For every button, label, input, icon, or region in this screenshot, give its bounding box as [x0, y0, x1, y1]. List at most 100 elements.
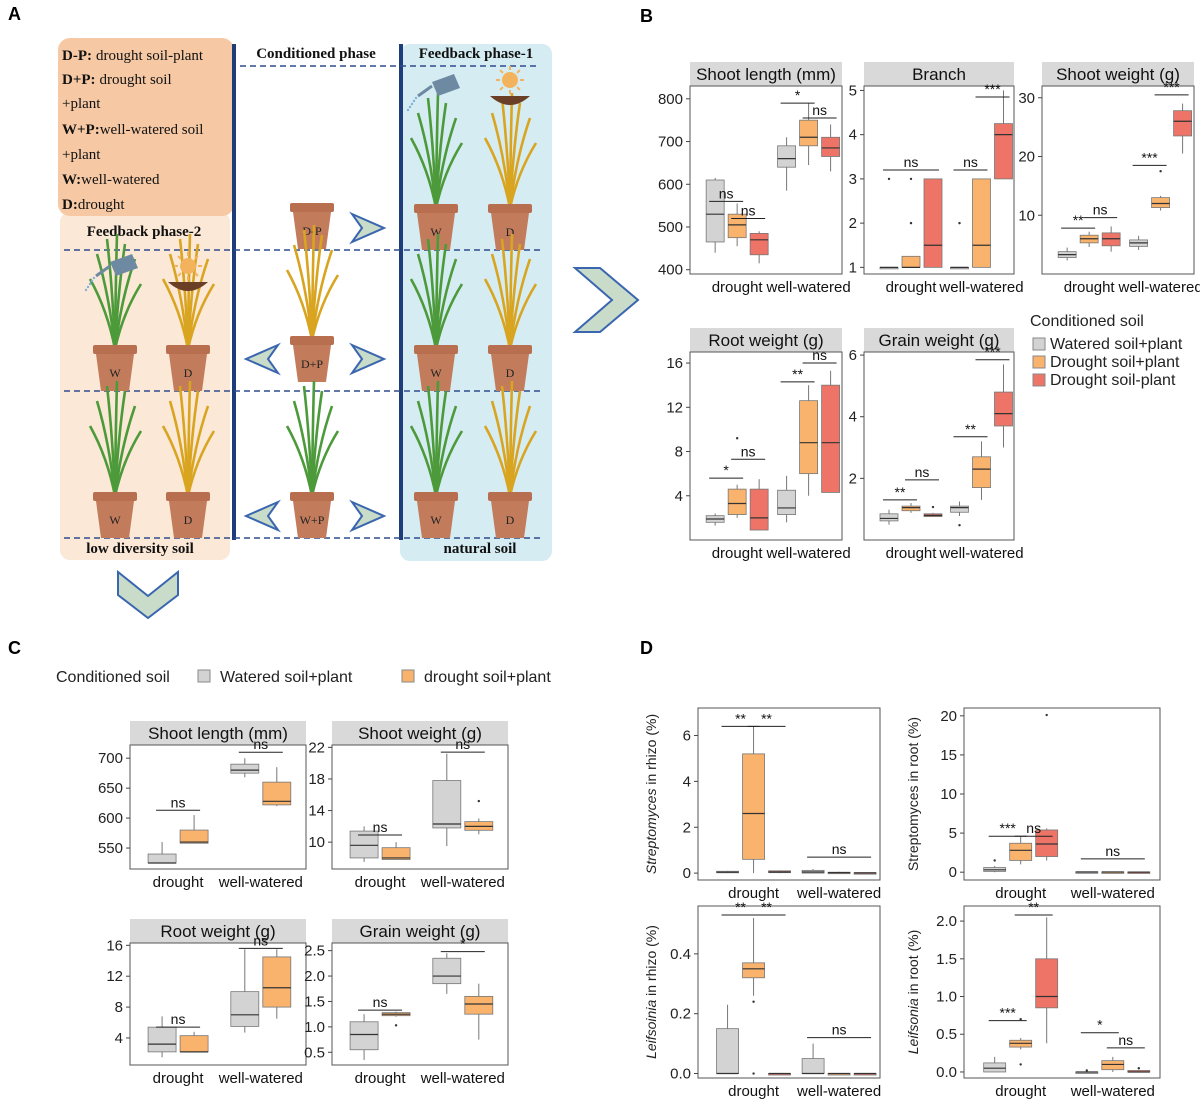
plant-leaf — [483, 137, 512, 209]
y-tick-label: 2.5 — [304, 943, 325, 960]
pot-feedback1-d-3: D — [483, 380, 538, 538]
pot-label: W+P — [300, 513, 325, 527]
y-axis-label: Streptomyces in rhizo (%) — [643, 714, 659, 874]
y-axis-label-taxon: Leifsonia — [905, 998, 921, 1054]
facet-title: Shoot length (mm) — [696, 65, 836, 84]
significance-label: * — [723, 462, 729, 478]
significance-label: ns — [1093, 202, 1108, 218]
significance-label: ns — [1105, 843, 1120, 859]
box-iqr — [777, 489, 796, 515]
x-category-label: drought — [712, 279, 764, 296]
pot-rim — [166, 492, 210, 501]
plant-leaf — [483, 425, 512, 497]
box-iqr — [742, 753, 765, 860]
pot-rim — [488, 204, 532, 213]
outlier-point — [1159, 169, 1162, 173]
chart-d4: 0.0 0.5 1.0 1.5 2.0 Leifsonia in root (%) drou… — [905, 899, 1161, 1100]
box-iqr — [1035, 958, 1059, 1009]
facet-title: Shoot length (mm) — [148, 724, 288, 743]
box-iqr — [923, 178, 943, 268]
plant-feedback2-w — [88, 233, 143, 350]
box-iqr — [777, 145, 796, 168]
plant-leaf — [508, 142, 538, 209]
significance-annotation: ns — [731, 202, 766, 219]
pot-feedback1-d: D — [483, 92, 538, 250]
outlier-point — [958, 524, 961, 527]
significance-label: ns — [904, 154, 919, 170]
box-iqr — [705, 179, 725, 243]
pot-feedback1-w-2: W — [409, 233, 464, 391]
x-category-label: drought — [712, 545, 764, 562]
box-well-watered-0 — [432, 953, 462, 994]
arrow-left-row3 — [243, 499, 281, 533]
plant-feedback2-d — [161, 233, 216, 350]
significance-label: *** — [984, 344, 1001, 360]
pot-label: W — [109, 366, 121, 380]
box-drought-1 — [1009, 837, 1033, 865]
significance-label: ** — [895, 484, 906, 500]
box-drought-1 — [381, 1011, 411, 1027]
plant-leaf — [434, 430, 464, 497]
significance-annotation: ** — [721, 710, 760, 727]
significance-label: *** — [1141, 149, 1158, 165]
sun-ray — [499, 69, 504, 74]
y-axis-label: Leifsoinia in rhizo (%) — [643, 925, 659, 1059]
y-tick-label: 0.0 — [670, 1066, 691, 1083]
chart-b3: Shoot weight (g) 10 20 30 drought well-watere… — [1018, 62, 1200, 296]
significance-annotation: ** — [780, 366, 815, 383]
significance-annotation: ns — [238, 932, 283, 949]
plot-frame — [697, 707, 881, 881]
facet-strip — [690, 62, 842, 86]
watering-can-body — [110, 254, 138, 276]
significance-annotation: ns — [731, 443, 766, 460]
box-well-watered-0 — [432, 753, 462, 847]
water-drop — [414, 96, 418, 100]
chart-b4: Root weight (g) 4 8 12 16 drought well-watered… — [666, 328, 851, 562]
significance-label: ** — [792, 366, 803, 382]
facet-title: Root weight (g) — [160, 922, 275, 941]
box-well-watered-1 — [827, 871, 851, 875]
box-drought-1 — [901, 503, 921, 513]
y-tick-label: 700 — [658, 134, 683, 151]
pot-feedback1-w-3: W — [409, 380, 464, 538]
plant-feedback1-d-3 — [483, 380, 538, 497]
significance-label: ns — [812, 347, 827, 363]
box-drought-2 — [768, 1072, 791, 1076]
plot-frame — [697, 905, 881, 1079]
box-drought-0 — [879, 509, 899, 525]
pot-body — [293, 345, 331, 382]
y-tick-label: 0 — [683, 865, 691, 882]
x-category-label: well-watered — [1117, 279, 1200, 296]
pot-feedback2-d: D — [161, 233, 216, 391]
y-tick-label: 6 — [849, 347, 857, 364]
pot-feedback1-w: W — [409, 92, 464, 250]
y-tick-label: 3 — [849, 171, 857, 188]
pot-rim — [414, 345, 458, 354]
y-tick-label: 4 — [849, 127, 857, 144]
legend-b-swatch-watered — [1032, 337, 1046, 351]
outlier-point — [477, 799, 480, 803]
y-tick-label: 16 — [106, 937, 123, 954]
y-tick-label: 4 — [683, 773, 691, 790]
significance-annotation: ns — [802, 102, 837, 119]
pot-rim — [290, 492, 334, 501]
plant-leaf — [508, 430, 538, 497]
plant-leaf — [186, 430, 216, 497]
plot-frame — [689, 351, 843, 541]
box-drought-0 — [716, 870, 739, 874]
box-iqr — [742, 962, 765, 979]
box-drought-0 — [349, 826, 379, 862]
box-iqr — [716, 1028, 739, 1074]
box-well-watered-0 — [950, 501, 969, 527]
box-iqr — [821, 384, 840, 493]
box-iqr — [1101, 1060, 1125, 1071]
box-well-watered-1 — [262, 767, 292, 807]
pot-label: D+P — [301, 357, 323, 371]
box-well-watered-2 — [1127, 1066, 1151, 1073]
box-iqr — [749, 488, 769, 531]
outlier-point — [1085, 1069, 1089, 1072]
water-drop — [92, 276, 96, 280]
x-category-label: drought — [153, 874, 205, 891]
pot-rim — [166, 345, 210, 354]
plant-leaf — [113, 283, 143, 350]
